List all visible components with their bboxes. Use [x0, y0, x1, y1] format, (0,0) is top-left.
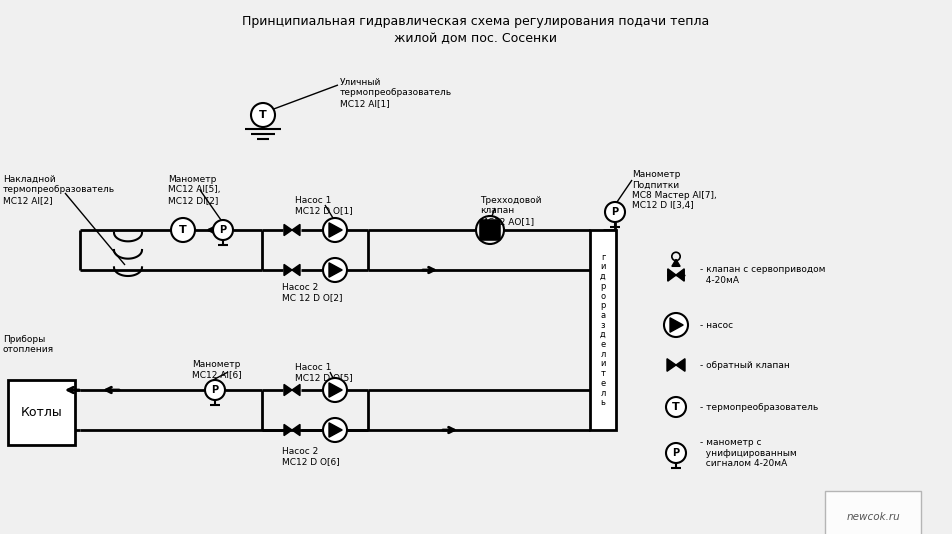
Bar — [8, 380, 75, 445]
Text: P: P — [672, 448, 679, 458]
Circle shape — [323, 258, 347, 282]
Polygon shape — [284, 224, 291, 235]
Polygon shape — [671, 260, 680, 266]
Polygon shape — [284, 384, 291, 396]
Text: Накладной
термопреобразователь
МС12 АI[2]: Накладной термопреобразователь МС12 АI[2… — [3, 175, 115, 205]
Text: Принципиальная гидравлическая схема регулирования подачи тепла: Принципиальная гидравлическая схема регу… — [242, 15, 709, 28]
Text: T: T — [671, 402, 679, 412]
Polygon shape — [667, 269, 675, 281]
Text: P: P — [211, 385, 218, 395]
Bar — [589, 230, 615, 430]
Polygon shape — [328, 263, 342, 277]
Polygon shape — [284, 264, 291, 276]
Polygon shape — [284, 425, 291, 436]
Circle shape — [323, 378, 347, 402]
Polygon shape — [291, 224, 300, 235]
Circle shape — [250, 103, 275, 127]
Circle shape — [605, 202, 625, 222]
Text: P: P — [611, 207, 618, 217]
Circle shape — [205, 380, 225, 400]
Text: Манометр
Подпитки
МС8 Мастер АI[7],
МС12 D I[3,4]: Манометр Подпитки МС8 Мастер АI[7], МС12… — [631, 170, 716, 210]
Text: Насос 1
МС12 D O[1]: Насос 1 МС12 D O[1] — [295, 196, 352, 215]
Circle shape — [665, 443, 685, 463]
Polygon shape — [666, 359, 675, 371]
Text: г
и
д
р
о
р
а
з
д
е
л
и
т
е
л
ь: г и д р о р а з д е л и т е л ь — [600, 253, 605, 407]
Text: Насос 1
МС12 D O[5]: Насос 1 МС12 D O[5] — [295, 363, 352, 382]
Polygon shape — [480, 220, 500, 230]
Polygon shape — [489, 220, 500, 240]
Text: жилой дом пос. Сосенки: жилой дом пос. Сосенки — [394, 32, 557, 45]
Polygon shape — [328, 223, 342, 237]
Text: Уличный
термопреобразователь
МС12 АI[1]: Уличный термопреобразователь МС12 АI[1] — [340, 78, 451, 108]
Polygon shape — [480, 220, 489, 240]
Circle shape — [213, 220, 232, 240]
Text: - клапан с сервоприводом
  4-20мА: - клапан с сервоприводом 4-20мА — [700, 265, 824, 285]
Polygon shape — [291, 384, 300, 396]
Text: Приборы
отопления: Приборы отопления — [3, 335, 54, 355]
Text: newcok.ru: newcok.ru — [845, 512, 899, 522]
Text: Котлы: Котлы — [21, 406, 62, 419]
Text: Насос 2
МС12 D O[6]: Насос 2 МС12 D O[6] — [282, 447, 340, 466]
Text: - обратный клапан: - обратный клапан — [700, 360, 789, 370]
Text: Трехходовой
клапан
МС12 АО[1]: Трехходовой клапан МС12 АО[1] — [480, 196, 541, 226]
Text: - насос: - насос — [700, 320, 732, 329]
Text: T: T — [179, 225, 187, 235]
Circle shape — [323, 418, 347, 442]
Text: - термопреобразователь: - термопреобразователь — [700, 403, 818, 412]
Polygon shape — [328, 383, 342, 397]
Circle shape — [323, 218, 347, 242]
Circle shape — [665, 397, 685, 417]
Polygon shape — [328, 423, 342, 437]
Text: T: T — [259, 110, 267, 120]
Text: Насос 2
МС 12 D O[2]: Насос 2 МС 12 D O[2] — [282, 283, 342, 302]
Circle shape — [170, 218, 195, 242]
Polygon shape — [675, 359, 684, 371]
Polygon shape — [480, 230, 500, 240]
Text: - манометр с
  унифицированным
  сигналом 4-20мА: - манометр с унифицированным сигналом 4-… — [700, 438, 796, 468]
Circle shape — [664, 313, 687, 337]
Text: Манометр
МС12 АI[5],
МС12 DI[2]: Манометр МС12 АI[5], МС12 DI[2] — [168, 175, 220, 205]
Text: P: P — [219, 225, 227, 235]
Polygon shape — [291, 425, 300, 436]
Polygon shape — [291, 264, 300, 276]
Polygon shape — [669, 318, 683, 332]
Text: Манометр
МС12 АI[6]: Манометр МС12 АI[6] — [191, 360, 242, 379]
Polygon shape — [675, 269, 684, 281]
